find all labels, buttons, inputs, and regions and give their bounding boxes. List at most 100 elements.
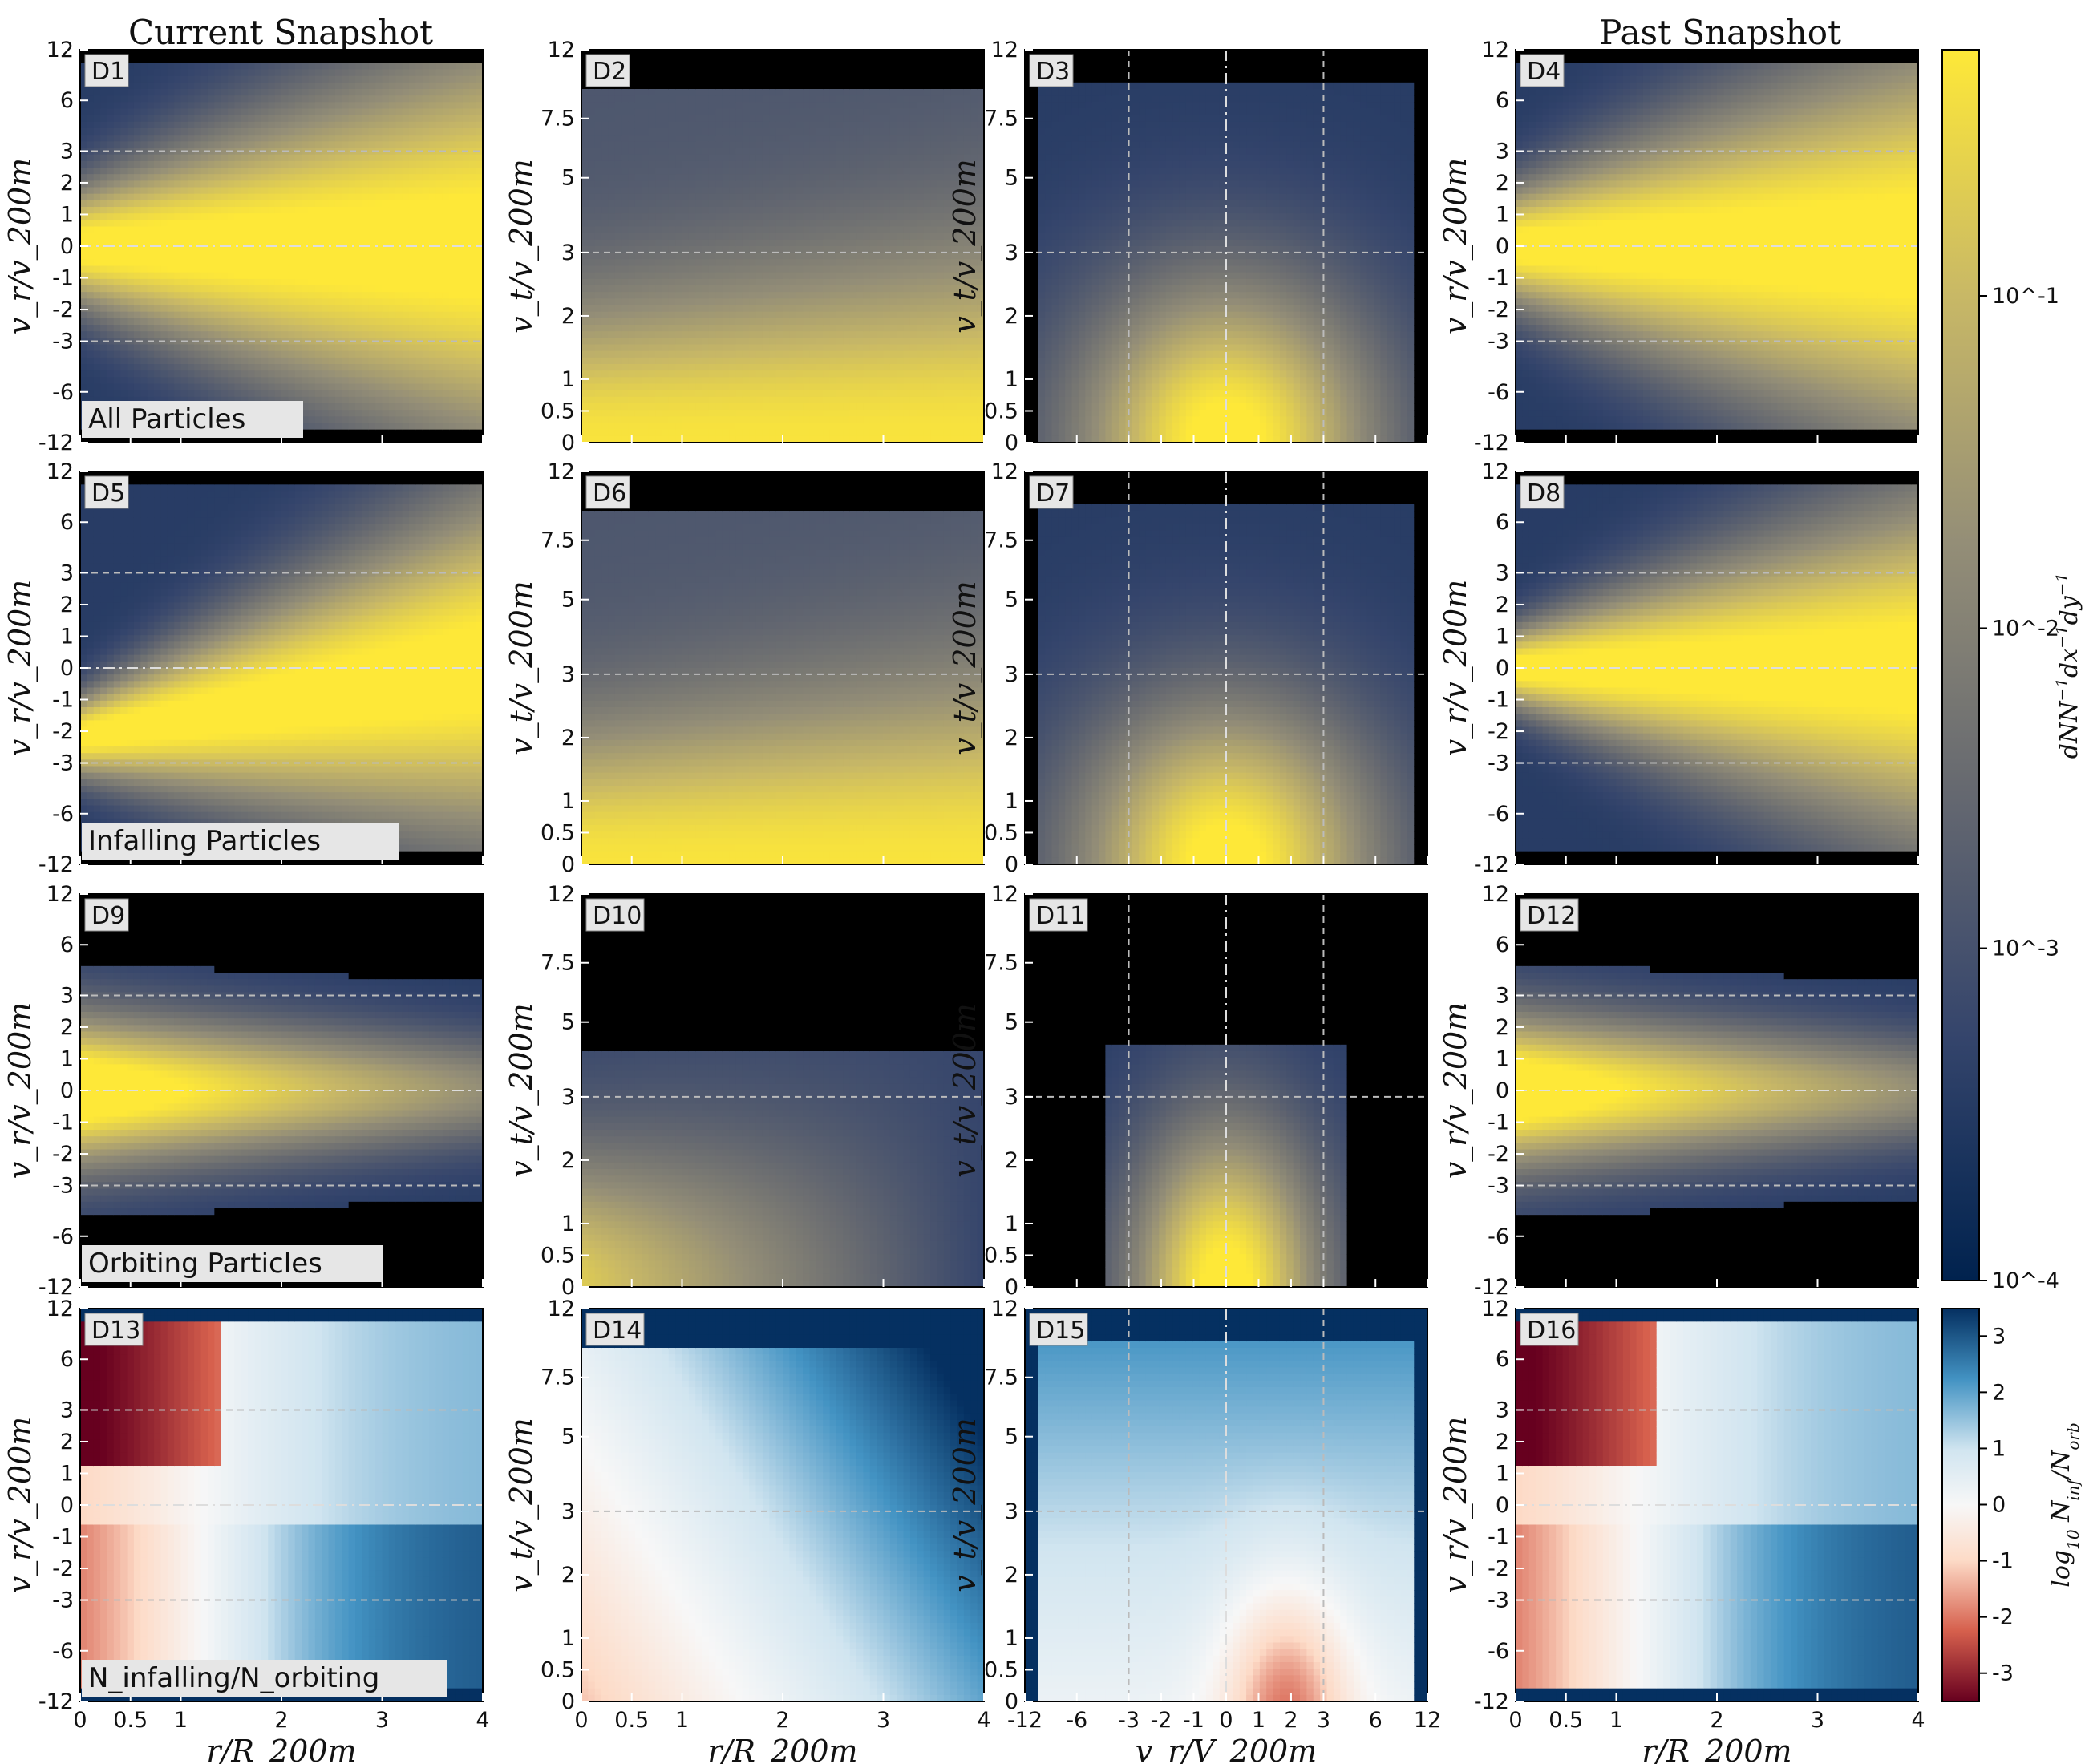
y-tick-label: -12	[38, 431, 74, 455]
y-tick-label: -2	[52, 1556, 74, 1581]
x-tick-label: 2	[1710, 1708, 1723, 1733]
x-axis-label: r/R_200m	[707, 1734, 857, 1764]
y-tick-label: 0	[60, 234, 74, 259]
y-axis-label: v_t/v_200m	[947, 159, 983, 334]
y-tick-label: -6	[1488, 1224, 1509, 1249]
panel-badge: D1	[91, 58, 125, 86]
y-tick-label: 7.5	[984, 951, 1018, 976]
panel-badge: D9	[91, 902, 125, 930]
y-tick-label: 7.5	[540, 107, 575, 131]
x-tick-label: -12	[1007, 1708, 1042, 1733]
y-tick-label: 12	[1482, 459, 1509, 484]
x-axis-label: r/R_200m	[1642, 1734, 1791, 1764]
y-tick-label: 0.5	[540, 1243, 575, 1268]
y-tick-label: 7.5	[540, 951, 575, 976]
y-tick-label: 12	[548, 38, 575, 63]
y-axis-label: v_t/v_200m	[947, 1418, 983, 1592]
y-tick-label: 12	[991, 1297, 1018, 1321]
y-tick-label: 0.5	[984, 820, 1018, 845]
y-tick-label: 1	[1496, 202, 1509, 227]
x-tick-label: -1	[1183, 1708, 1204, 1733]
y-tick-label: 1	[60, 624, 74, 649]
y-tick-label: 6	[60, 510, 74, 535]
panel-badge: D2	[593, 58, 626, 86]
x-tick-label: 1	[174, 1708, 188, 1733]
y-tick-label: -2	[1488, 1556, 1509, 1581]
population-note: N_infalling/N_orbiting	[88, 1662, 379, 1694]
x-tick-label: 2	[274, 1708, 288, 1733]
y-tick-label: 2	[60, 593, 74, 617]
y-tick-label: 2	[60, 1430, 74, 1454]
y-tick-label: 6	[1496, 88, 1509, 113]
y-tick-label: -3	[1488, 330, 1509, 354]
y-tick-label: 5	[1005, 1010, 1018, 1035]
y-tick-label: 2	[561, 1148, 575, 1173]
y-axis-label: v_r/v_200m	[2, 158, 38, 334]
y-tick-label: 0	[1005, 852, 1018, 877]
right-column-title: Past Snapshot	[1599, 13, 1841, 52]
y-tick-label: 7.5	[984, 107, 1018, 131]
y-tick-label: 12	[1482, 1297, 1509, 1321]
y-tick-label: 12	[47, 1297, 74, 1321]
x-tick-label: 3	[877, 1708, 890, 1733]
x-tick-label: 0	[73, 1708, 87, 1733]
ratio-colorbar-tick: -3	[1992, 1661, 2014, 1686]
density-colorbar-label: dNN−1dx−1dy−1	[2052, 572, 2083, 759]
y-tick-label: 5	[561, 1010, 575, 1035]
y-tick-label: 3	[1005, 662, 1018, 687]
x-tick-label: 1	[1252, 1708, 1265, 1733]
y-tick-label: 3	[1005, 241, 1018, 265]
y-tick-label: 7.5	[540, 528, 575, 553]
y-tick-label: -3	[1488, 751, 1509, 776]
heatmap-cells	[581, 471, 984, 864]
x-tick-label: 0.5	[113, 1708, 148, 1733]
panel-badge: D16	[1527, 1317, 1576, 1345]
y-tick-label: 5	[1005, 588, 1018, 613]
heatmap-cells	[1516, 894, 1918, 1287]
y-axis-label: v_t/v_200m	[504, 159, 540, 334]
heatmap-cells	[1025, 1309, 1427, 1701]
y-tick-label: 12	[548, 1297, 575, 1321]
y-tick-label: 1	[1005, 367, 1018, 392]
panel-badge: D15	[1036, 1317, 1085, 1345]
y-tick-label: 3	[1496, 1398, 1509, 1422]
y-tick-label: -3	[1488, 1588, 1509, 1613]
x-tick-label: 0.5	[1549, 1708, 1583, 1733]
y-axis-label: v_r/v_200m	[1438, 580, 1474, 756]
y-axis-label: v_r/v_200m	[2, 580, 38, 756]
y-tick-label: 1	[1496, 1461, 1509, 1486]
y-axis-label: v_t/v_200m	[947, 1003, 983, 1178]
y-tick-label: 3	[561, 1085, 575, 1110]
y-tick-label: 3	[1496, 983, 1509, 1008]
y-tick-label: -2	[52, 719, 74, 744]
y-tick-label: 1	[561, 1626, 575, 1651]
y-axis-label: v_r/v_200m	[1438, 158, 1474, 334]
y-tick-label: 0	[60, 1078, 74, 1103]
y-tick-label: 2	[1005, 726, 1018, 751]
y-tick-label: -3	[52, 751, 74, 776]
y-tick-label: 2	[561, 304, 575, 329]
y-tick-label: 3	[60, 139, 74, 164]
y-tick-label: 12	[1482, 882, 1509, 907]
y-tick-label: -1	[1488, 266, 1509, 291]
panel-badge: D4	[1527, 58, 1561, 86]
y-tick-label: -12	[38, 1275, 74, 1300]
x-tick-label: 2	[775, 1708, 789, 1733]
y-tick-label: 2	[1496, 1015, 1509, 1040]
ratio-colorbar-tick: -2	[1992, 1605, 2014, 1630]
y-tick-label: 0	[1005, 431, 1018, 455]
y-tick-label: -12	[38, 852, 74, 877]
y-tick-label: -1	[52, 266, 74, 291]
density-colorbar-tick: 10^-2	[1992, 616, 2059, 641]
x-tick-label: 1	[1609, 1708, 1623, 1733]
y-tick-label: 3	[1496, 139, 1509, 164]
y-tick-label: -6	[1488, 802, 1509, 827]
panel-badge: D12	[1527, 902, 1576, 930]
y-tick-label: 6	[60, 1347, 74, 1372]
